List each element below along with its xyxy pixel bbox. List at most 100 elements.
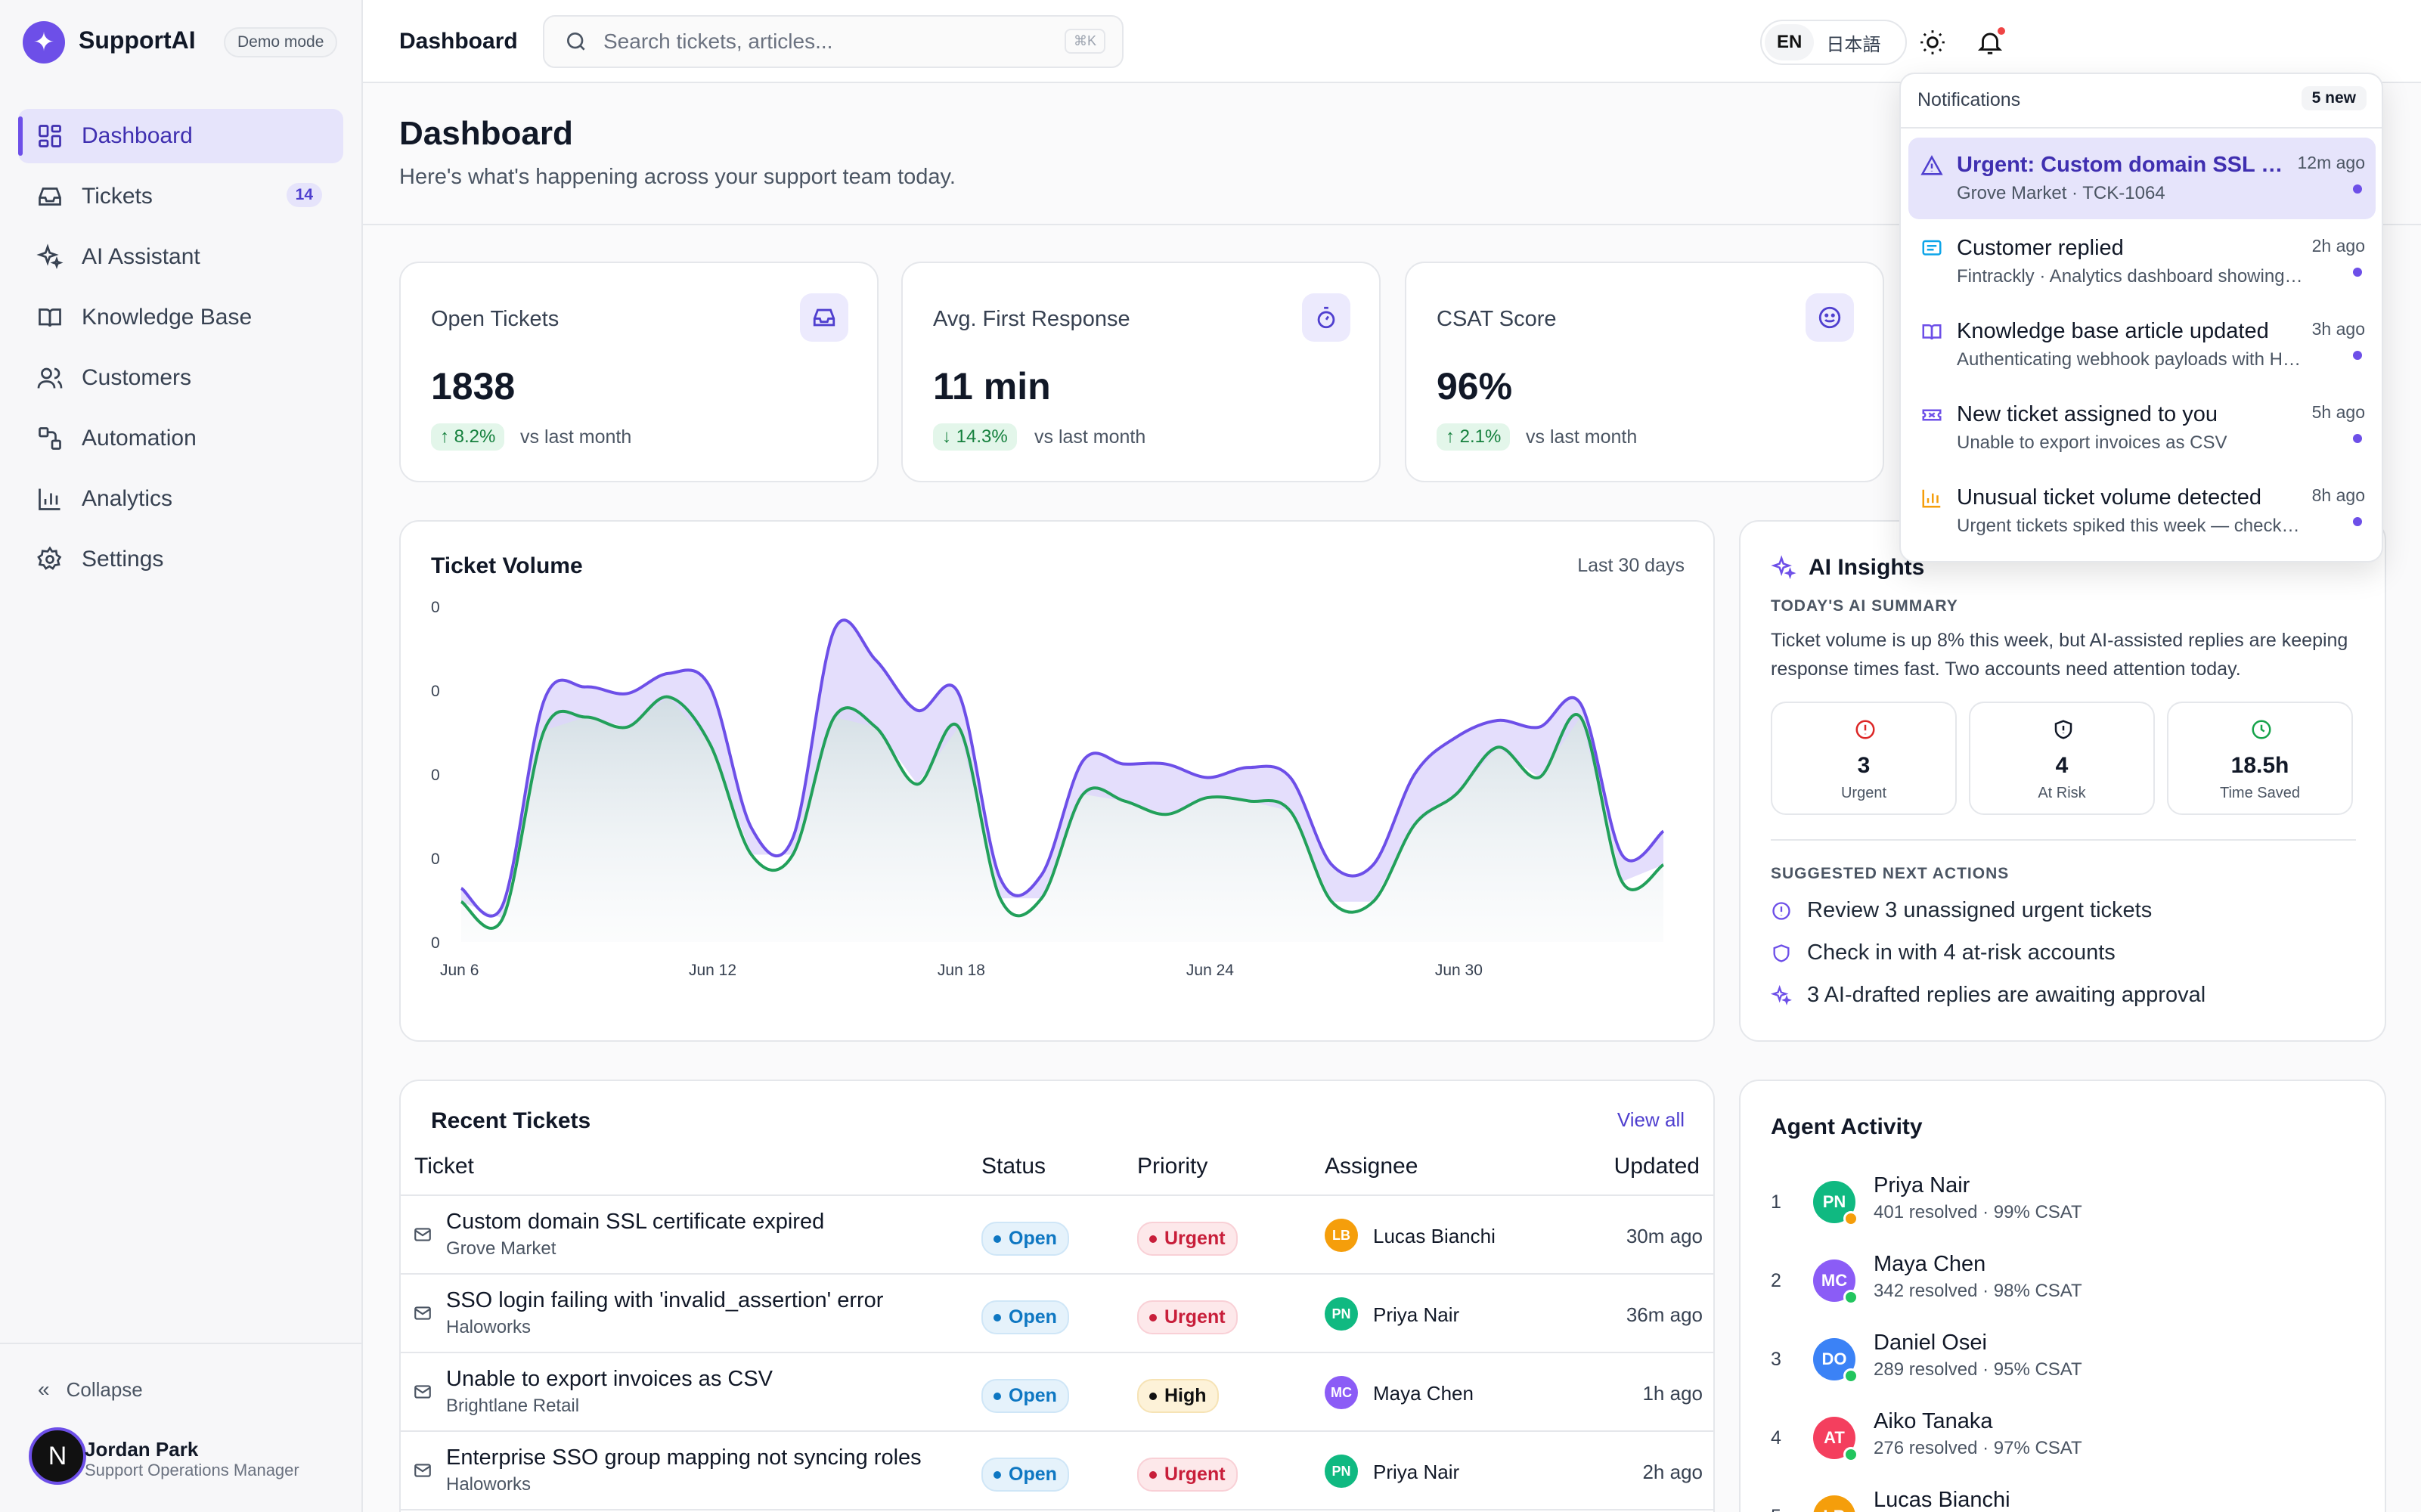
updated-time: 30m ago xyxy=(1626,1225,1703,1247)
range-label[interactable]: Last 30 days xyxy=(1577,555,1685,576)
series-line-primary[interactable] xyxy=(460,618,1665,918)
inbox-icon xyxy=(39,187,61,206)
priority-label: Urgent xyxy=(1164,1464,1226,1485)
series-line-secondary[interactable] xyxy=(460,695,1665,930)
x-tick-label: Jun 30 xyxy=(1435,962,1483,979)
assignee-name: Lucas Bianchi xyxy=(1373,1225,1496,1247)
ticket-title[interactable]: Unable to export invoices as CSV xyxy=(446,1367,773,1391)
status-badge: Open xyxy=(981,1379,1069,1413)
sidebar-item-knowledge-base[interactable]: Knowledge Base xyxy=(18,290,343,345)
x-tick-label: Jun 6 xyxy=(440,962,479,979)
avatar: PN xyxy=(1325,1455,1358,1488)
sidebar-item-automation[interactable]: Automation xyxy=(18,411,343,466)
brand-logo-icon[interactable]: ✦ xyxy=(23,21,65,64)
sidebar-item-label: Customers xyxy=(82,365,192,390)
view-all-link[interactable]: View all xyxy=(1617,1108,1685,1131)
theme-toggle-button[interactable] xyxy=(1911,21,1954,64)
table-row[interactable]: Enterprise SSO group mapping not syncing… xyxy=(401,1432,1713,1510)
page-subtitle: Here's what's happening across your supp… xyxy=(399,165,956,189)
metric-time-saved[interactable]: 18.5h Time Saved xyxy=(2167,702,2353,815)
assignee-name: Priya Nair xyxy=(1373,1461,1460,1483)
priority-dot xyxy=(1149,1470,1157,1479)
user-name: Jordan Park xyxy=(85,1438,199,1461)
suggested-action[interactable]: Review 3 unassigned urgent tickets xyxy=(1771,898,2152,923)
sidebar-item-label: Settings xyxy=(82,547,164,572)
metric-value: 18.5h xyxy=(2230,753,2289,778)
notification-subtitle: Fintrackly · Analytics dashboard showing… xyxy=(1957,266,2305,287)
status-badge: Open xyxy=(981,1300,1069,1334)
notification-title: Unusual ticket volume detected xyxy=(1957,485,2261,510)
agent-row[interactable]: 1 PN Priya Nair 401 resolved · 99% CSAT xyxy=(1741,1166,2385,1241)
agent-activity-title: Agent Activity xyxy=(1771,1114,1923,1139)
smile-icon xyxy=(1806,293,1854,342)
new-count-badge: 5 new xyxy=(2301,86,2367,110)
agent-row[interactable]: 5 LB Lucas Bianchi xyxy=(1741,1480,2385,1512)
action-text: Check in with 4 at-risk accounts xyxy=(1807,940,2116,965)
notification-item[interactable]: Knowledge base article updated Authentica… xyxy=(1908,304,2376,386)
ticket-title[interactable]: Custom domain SSL certificate expired xyxy=(446,1210,825,1234)
suggested-action[interactable]: 3 AI-drafted replies are awaiting approv… xyxy=(1771,983,2206,1008)
lang-ja[interactable]: 日本語 xyxy=(1826,34,1881,55)
priority-label: Urgent xyxy=(1164,1306,1226,1328)
stat-label: CSAT Score xyxy=(1437,307,1557,331)
message-icon xyxy=(1922,240,1942,256)
search-input[interactable]: Search tickets, articles... ⌘K xyxy=(543,15,1124,68)
stat-delta: ↓ 14.3% xyxy=(933,423,1017,451)
metric-urgent[interactable]: 3 Urgent xyxy=(1771,702,1957,815)
alert-circle-icon xyxy=(1855,720,1875,739)
sidebar-item-ai-assistant[interactable]: AI Assistant xyxy=(18,230,343,284)
column-header-assignee[interactable]: Assignee xyxy=(1325,1154,1418,1179)
table-row[interactable]: Custom domain SSL certificate expired Gro… xyxy=(401,1196,1713,1275)
agent-rank: 5 xyxy=(1771,1506,1781,1512)
bar-chart-icon xyxy=(39,488,60,510)
sidebar-item-customers[interactable]: Customers xyxy=(18,351,343,405)
row-divider xyxy=(401,1430,1713,1432)
status-label: Open xyxy=(1009,1228,1057,1249)
metric-label: Time Saved xyxy=(2220,785,2300,801)
notification-item[interactable]: Unusual ticket volume detected Urgent tic… xyxy=(1908,470,2376,552)
x-tick-label: Jun 12 xyxy=(689,962,736,979)
ticket-title[interactable]: Enterprise SSO group mapping not syncing… xyxy=(446,1445,922,1470)
y-tick-label: 0 xyxy=(431,767,440,784)
ticket-title[interactable]: SSO login failing with 'invalid_assertio… xyxy=(446,1288,884,1312)
status-dot xyxy=(994,1235,1001,1243)
table-row[interactable]: SSO login failing with 'invalid_assertio… xyxy=(401,1275,1713,1353)
agent-rank: 3 xyxy=(1771,1349,1781,1370)
language-toggle[interactable]: EN 日本語 xyxy=(1760,20,1907,65)
column-header-status[interactable]: Status xyxy=(981,1154,1046,1179)
notification-item[interactable]: Customer replied Fintrackly · Analytics d… xyxy=(1908,221,2376,302)
sidebar-item-dashboard[interactable]: Dashboard xyxy=(18,109,343,163)
agent-name: Daniel Osei xyxy=(1874,1331,1987,1355)
ticket-icon xyxy=(1922,409,1942,421)
x-tick-label: Jun 18 xyxy=(938,962,985,979)
search-shortcut: ⌘K xyxy=(1064,29,1105,54)
sidebar-item-analytics[interactable]: Analytics xyxy=(18,472,343,526)
notifications-button[interactable] xyxy=(1969,21,2011,64)
column-header-priority[interactable]: Priority xyxy=(1137,1154,1208,1179)
notification-item[interactable]: Urgent: Custom domain SSL certificate ex… xyxy=(1908,138,2376,219)
presence-dot xyxy=(1843,1447,1858,1462)
priority-badge: Urgent xyxy=(1137,1458,1238,1492)
metric-at-risk[interactable]: 4 At Risk xyxy=(1969,702,2155,815)
brand-name[interactable]: SupportAI xyxy=(79,26,196,54)
sparkles-icon xyxy=(1771,555,1796,580)
header-divider xyxy=(401,1194,1713,1196)
column-header-updated[interactable]: Updated xyxy=(1613,1154,1700,1179)
sidebar-item-settings[interactable]: Settings xyxy=(18,532,343,587)
inbox-icon xyxy=(800,293,848,342)
agent-name: Lucas Bianchi xyxy=(1874,1488,2010,1512)
notifications-title: Notifications xyxy=(1917,89,2021,110)
collapse-button[interactable]: « Collapse xyxy=(38,1377,143,1402)
agent-row[interactable]: 3 DO Daniel Osei 289 resolved · 95% CSAT xyxy=(1741,1323,2385,1399)
users-icon xyxy=(37,367,63,389)
column-header-ticket[interactable]: Ticket xyxy=(414,1154,474,1179)
shield-icon xyxy=(1773,943,1790,962)
lang-en[interactable]: EN xyxy=(1765,24,1815,60)
table-row[interactable]: Unable to export invoices as CSV Brightla… xyxy=(401,1353,1713,1432)
suggested-action[interactable]: Check in with 4 at-risk accounts xyxy=(1771,940,2116,965)
agent-row[interactable]: 4 AT Aiko Tanaka 276 resolved · 97% CSAT xyxy=(1741,1402,2385,1477)
agent-row[interactable]: 2 MC Maya Chen 342 resolved · 98% CSAT xyxy=(1741,1244,2385,1320)
sidebar-item-tickets[interactable]: Tickets 14 xyxy=(18,169,343,224)
notification-item[interactable]: New ticket assigned to you Unable to expo… xyxy=(1908,387,2376,469)
user-avatar[interactable]: N xyxy=(29,1427,86,1485)
